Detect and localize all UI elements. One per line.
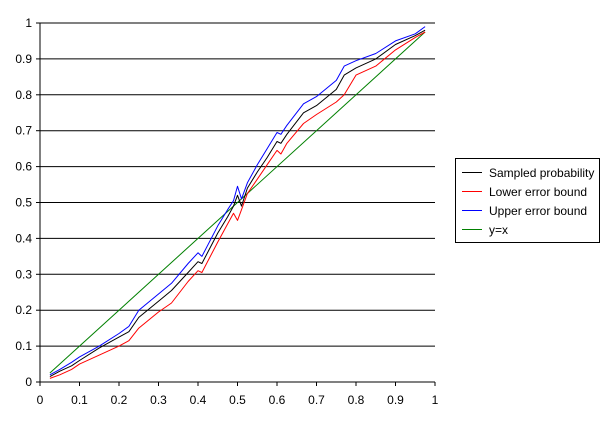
legend-label-upper-error-bound: Upper error bound (489, 203, 588, 218)
tick-label-x-3: 0.3 (150, 393, 167, 407)
legend-label-sampled-probability: Sampled probability (489, 165, 595, 180)
tick-label-x-1: 0.1 (71, 393, 88, 407)
tick-label-x-10: 1 (432, 393, 439, 407)
legend-swatch-y-equals-x (462, 229, 482, 230)
tick-label-y-5: 0.5 (15, 196, 32, 210)
tick-label-y-4: 0.4 (15, 231, 32, 245)
tick-label-y-7: 0.7 (15, 124, 32, 138)
legend-label-y-equals-x: y=x (489, 222, 509, 237)
tick-label-x-9: 0.9 (387, 393, 404, 407)
legend-label-lower-error-bound: Lower error bound (489, 184, 588, 199)
tick-label-x-5: 0.5 (229, 393, 246, 407)
legend-item-lower-error-bound: Lower error bound (462, 182, 599, 201)
legend-swatch-sampled-probability (462, 172, 482, 173)
tick-label-y-9: 0.9 (15, 52, 32, 66)
tick-label-x-2: 0.2 (111, 393, 128, 407)
tick-label-y-0: 0 (25, 375, 32, 389)
tick-labels: 0 0.1 0.2 0.3 0.4 0.5 0.6 0.7 0.8 0.9 1 0 0.1 0.2 0.3 0… (15, 16, 438, 407)
legend-swatch-upper-error-bound (462, 210, 482, 211)
tick-label-x-0: 0 (37, 393, 44, 407)
legend-swatch-lower-error-bound (462, 191, 482, 192)
series-line-upper-error-bound (49, 26, 426, 376)
tick-label-x-7: 0.7 (308, 393, 325, 407)
gridlines (40, 22, 435, 347)
tick-label-x-8: 0.8 (348, 393, 365, 407)
tick-label-x-4: 0.4 (190, 393, 207, 407)
tick-label-y-6: 0.6 (15, 160, 32, 174)
tick-label-y-3: 0.3 (15, 267, 32, 281)
tick-label-y-8: 0.8 (15, 88, 32, 102)
legend-item-sampled-probability: Sampled probability (462, 163, 599, 182)
tick-label-y-1: 0.1 (15, 339, 32, 353)
legend: Sampled probability Lower error bound Up… (455, 158, 600, 243)
tick-label-y-10: 1 (25, 16, 32, 30)
series-line-lower-error-bound (49, 31, 426, 379)
legend-item-y-equals-x: y=x (462, 220, 599, 239)
tick-label-y-2: 0.2 (15, 303, 32, 317)
series-line-y-x (49, 31, 426, 374)
series-line-sampled-probability (49, 29, 426, 378)
legend-item-upper-error-bound: Upper error bound (462, 201, 599, 220)
series-lines (49, 26, 426, 379)
tick-label-x-6: 0.6 (269, 393, 286, 407)
axes (36, 22, 436, 386)
